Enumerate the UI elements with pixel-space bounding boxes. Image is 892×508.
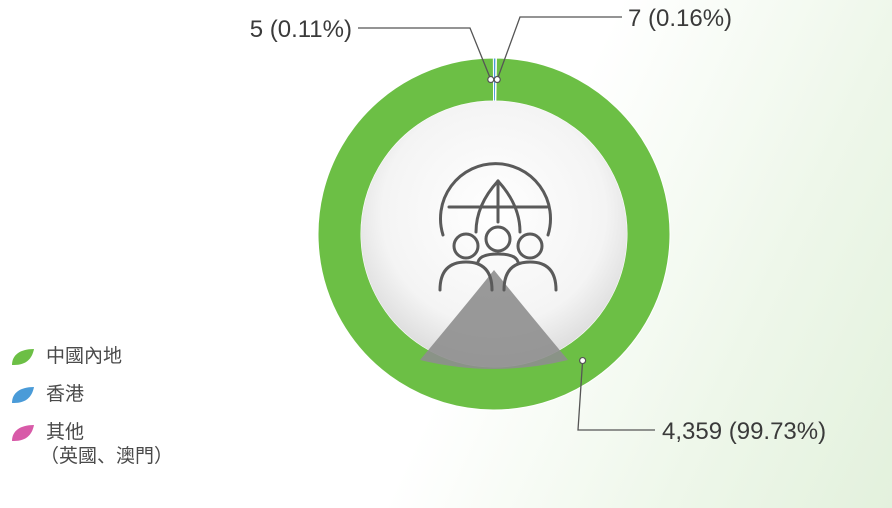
callout-dot: [579, 356, 587, 365]
legend-label: 中國內地: [46, 345, 123, 367]
donut-hole-shadow: [420, 270, 568, 369]
legend-label: 其他: [46, 421, 85, 443]
callout-line: [496, 16, 622, 80]
legend-item-others: 其他 （英國、澳門）: [10, 420, 173, 468]
leaf-icon: [12, 387, 34, 403]
legend-text-group: 其他 （英國、澳門）: [40, 420, 173, 468]
data-label: 7 (0.16%): [628, 5, 732, 32]
callout-dot: [493, 75, 501, 84]
callout-line: [577, 360, 655, 431]
callout-dot: [487, 75, 495, 84]
leaf-icon-shape: [12, 349, 34, 365]
legend-label: 香港: [46, 383, 85, 405]
legend-sublabel: （英國、澳門）: [40, 445, 174, 467]
legend-item-mainland: 中國內地: [10, 344, 173, 368]
leaf-icon: [12, 425, 34, 441]
donut-hole: [361, 101, 627, 367]
legend: 中國內地 香港 其他 （英國、澳門）: [10, 344, 173, 482]
leaf-icon: [12, 349, 34, 365]
globe-people-icon: [438, 162, 558, 292]
legend-item-hongkong: 香港: [10, 382, 173, 406]
leaf-icon-shape: [12, 387, 34, 403]
callout-line: [358, 27, 492, 80]
leaf-icon-shape: [12, 425, 34, 441]
callouts: 4,359 (99.73%) 5 (0.11%) 7 (0.16%): [250, 5, 826, 445]
data-label: 4,359 (99.73%): [662, 418, 826, 445]
data-label: 5 (0.11%): [250, 16, 352, 43]
